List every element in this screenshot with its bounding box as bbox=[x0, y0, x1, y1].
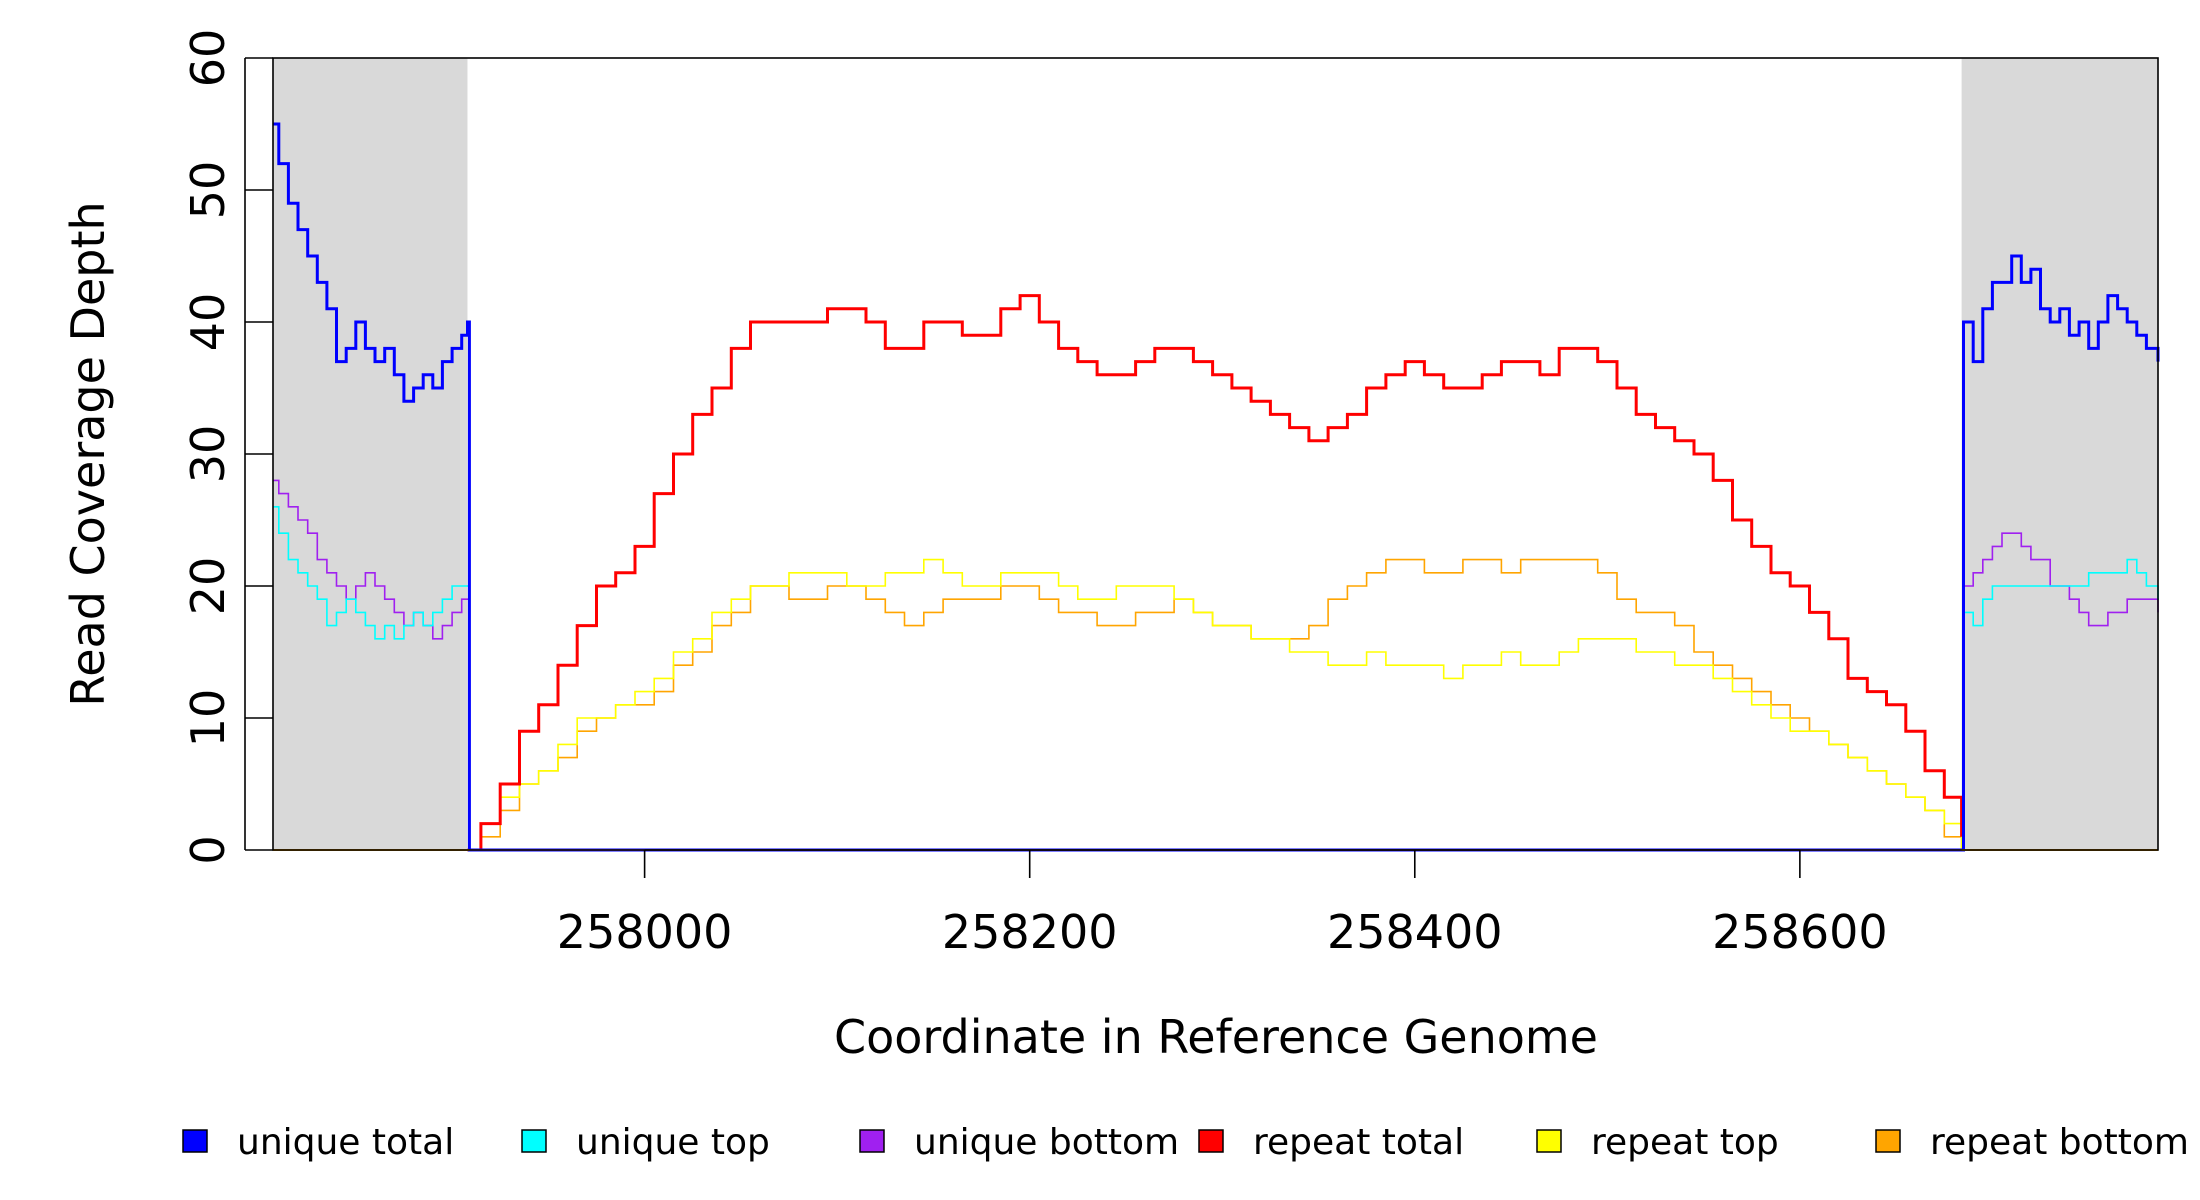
legend-label-repeat-top: repeat top bbox=[1591, 1122, 1779, 1163]
x-tick-label: 258000 bbox=[557, 905, 733, 959]
series-unique-bottom bbox=[273, 479, 2159, 851]
y-tick-label: 60 bbox=[181, 29, 235, 88]
plot-frame bbox=[272, 57, 2159, 851]
y-tick-label: 40 bbox=[181, 293, 235, 352]
y-tick-label: 50 bbox=[181, 161, 235, 220]
y-tick-label: 30 bbox=[181, 425, 235, 484]
legend-label-repeat-bottom: repeat bottom bbox=[1930, 1122, 2189, 1163]
x-tick-label: 258600 bbox=[1712, 905, 1888, 959]
axes: 0 10 20 30 40 50 60 258000 258200 258400 258600 bbox=[181, 29, 1888, 959]
series-unique-top bbox=[273, 506, 2159, 851]
shaded-region-1 bbox=[273, 58, 468, 850]
y-axis-title: Read Coverage Depth bbox=[61, 201, 115, 706]
legend-swatch-repeat-bottom bbox=[1875, 1129, 1901, 1153]
legend-swatch-unique-bottom bbox=[859, 1129, 885, 1153]
shaded-regions bbox=[273, 58, 2158, 850]
y-tick-label: 20 bbox=[181, 557, 235, 616]
series-repeat-bottom bbox=[467, 558, 1963, 851]
legend-label-repeat-total: repeat total bbox=[1253, 1122, 1464, 1163]
legend-swatch-repeat-top bbox=[1536, 1129, 1562, 1153]
legend-label-unique-bottom: unique bottom bbox=[914, 1122, 1179, 1163]
legend-label-unique-total: unique total bbox=[237, 1122, 454, 1163]
x-tick-label: 258400 bbox=[1327, 905, 1503, 959]
legend-swatch-unique-top bbox=[521, 1129, 547, 1153]
legend-swatch-unique-total bbox=[182, 1129, 208, 1153]
legend: unique total unique top unique bottom repea… bbox=[182, 1122, 2189, 1163]
y-tick-label: 10 bbox=[181, 689, 235, 748]
series-repeat-total bbox=[467, 294, 1964, 852]
series-unique-total bbox=[273, 122, 2160, 852]
legend-label-unique-top: unique top bbox=[576, 1122, 770, 1163]
series-lines bbox=[273, 122, 2160, 852]
shaded-region-2 bbox=[1961, 58, 2158, 850]
series-repeat-top bbox=[467, 558, 1963, 851]
legend-swatch-repeat-total bbox=[1198, 1129, 1224, 1153]
y-tick-label: 0 bbox=[181, 835, 235, 864]
x-axis-title: Coordinate in Reference Genome bbox=[834, 1010, 1598, 1064]
x-tick-label: 258200 bbox=[942, 905, 1118, 959]
